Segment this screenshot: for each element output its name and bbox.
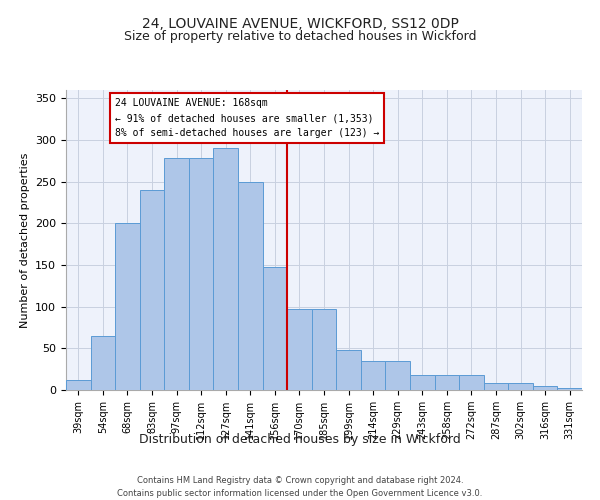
Text: Contains public sector information licensed under the Open Government Licence v3: Contains public sector information licen… <box>118 489 482 498</box>
Bar <box>189 158 214 390</box>
Bar <box>484 384 508 390</box>
Bar <box>533 386 557 390</box>
Bar <box>140 190 164 390</box>
Y-axis label: Number of detached properties: Number of detached properties <box>20 152 29 328</box>
Bar <box>164 158 189 390</box>
Text: Distribution of detached houses by size in Wickford: Distribution of detached houses by size … <box>139 432 461 446</box>
Bar <box>557 388 582 390</box>
Bar <box>238 182 263 390</box>
Text: Size of property relative to detached houses in Wickford: Size of property relative to detached ho… <box>124 30 476 43</box>
Bar <box>336 350 361 390</box>
Bar <box>508 384 533 390</box>
Bar <box>66 380 91 390</box>
Bar <box>385 361 410 390</box>
Bar <box>287 309 312 390</box>
Text: 24, LOUVAINE AVENUE, WICKFORD, SS12 0DP: 24, LOUVAINE AVENUE, WICKFORD, SS12 0DP <box>142 18 458 32</box>
Bar <box>91 336 115 390</box>
Bar <box>410 375 434 390</box>
Bar <box>214 148 238 390</box>
Text: 24 LOUVAINE AVENUE: 168sqm
← 91% of detached houses are smaller (1,353)
8% of se: 24 LOUVAINE AVENUE: 168sqm ← 91% of deta… <box>115 98 380 138</box>
Bar <box>115 224 140 390</box>
Bar <box>263 266 287 390</box>
Bar <box>361 361 385 390</box>
Bar <box>312 309 336 390</box>
Bar <box>459 375 484 390</box>
Text: Contains HM Land Registry data © Crown copyright and database right 2024.: Contains HM Land Registry data © Crown c… <box>137 476 463 485</box>
Bar <box>434 375 459 390</box>
